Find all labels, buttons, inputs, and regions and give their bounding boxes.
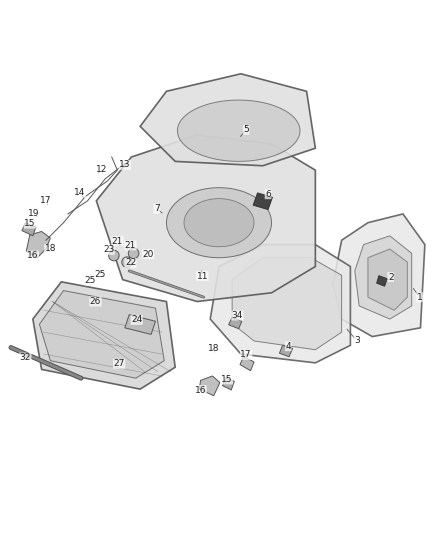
Text: 17: 17 bbox=[40, 196, 52, 205]
Circle shape bbox=[122, 257, 132, 268]
Text: 2: 2 bbox=[388, 272, 393, 281]
Text: 7: 7 bbox=[154, 204, 160, 213]
Text: 19: 19 bbox=[28, 208, 40, 217]
Text: 21: 21 bbox=[112, 237, 123, 246]
Polygon shape bbox=[333, 214, 425, 336]
Text: 23: 23 bbox=[103, 245, 114, 254]
Polygon shape bbox=[177, 100, 300, 161]
Circle shape bbox=[109, 251, 119, 261]
Text: 11: 11 bbox=[197, 272, 208, 281]
Text: 1: 1 bbox=[417, 293, 423, 302]
Polygon shape bbox=[39, 290, 164, 378]
Text: 12: 12 bbox=[96, 165, 107, 174]
Text: 16: 16 bbox=[195, 385, 206, 394]
Text: 32: 32 bbox=[20, 353, 31, 362]
Text: 16: 16 bbox=[27, 251, 39, 260]
Text: 6: 6 bbox=[265, 190, 271, 199]
Polygon shape bbox=[166, 188, 272, 258]
Polygon shape bbox=[368, 249, 407, 310]
Polygon shape bbox=[253, 193, 272, 209]
Polygon shape bbox=[210, 245, 350, 363]
Text: 25: 25 bbox=[94, 270, 106, 279]
Text: 25: 25 bbox=[84, 276, 95, 285]
Text: 18: 18 bbox=[208, 344, 219, 353]
Polygon shape bbox=[125, 314, 155, 334]
Text: 34: 34 bbox=[232, 311, 243, 320]
Polygon shape bbox=[355, 236, 412, 319]
Polygon shape bbox=[26, 231, 50, 258]
Text: 14: 14 bbox=[74, 189, 85, 197]
Polygon shape bbox=[229, 317, 242, 329]
Polygon shape bbox=[96, 135, 315, 302]
Text: 22: 22 bbox=[125, 259, 136, 268]
Text: 26: 26 bbox=[90, 297, 101, 306]
Text: 4: 4 bbox=[286, 342, 291, 351]
Polygon shape bbox=[232, 258, 342, 350]
Text: 17: 17 bbox=[240, 351, 252, 359]
Polygon shape bbox=[377, 276, 387, 286]
Polygon shape bbox=[184, 199, 254, 247]
Text: 3: 3 bbox=[354, 336, 360, 345]
Polygon shape bbox=[223, 378, 234, 390]
Text: 15: 15 bbox=[24, 219, 35, 228]
Polygon shape bbox=[199, 376, 220, 395]
Text: 18: 18 bbox=[45, 245, 56, 254]
Polygon shape bbox=[22, 223, 36, 236]
Polygon shape bbox=[279, 345, 293, 357]
Polygon shape bbox=[33, 282, 175, 389]
Text: 5: 5 bbox=[243, 125, 249, 134]
Polygon shape bbox=[140, 74, 315, 166]
Text: 27: 27 bbox=[113, 359, 125, 368]
Circle shape bbox=[128, 248, 139, 259]
Text: 15: 15 bbox=[221, 375, 233, 384]
Polygon shape bbox=[240, 356, 254, 371]
Text: 20: 20 bbox=[142, 250, 154, 259]
Text: 21: 21 bbox=[125, 241, 136, 250]
Text: 13: 13 bbox=[119, 160, 131, 169]
Text: 24: 24 bbox=[131, 316, 142, 325]
